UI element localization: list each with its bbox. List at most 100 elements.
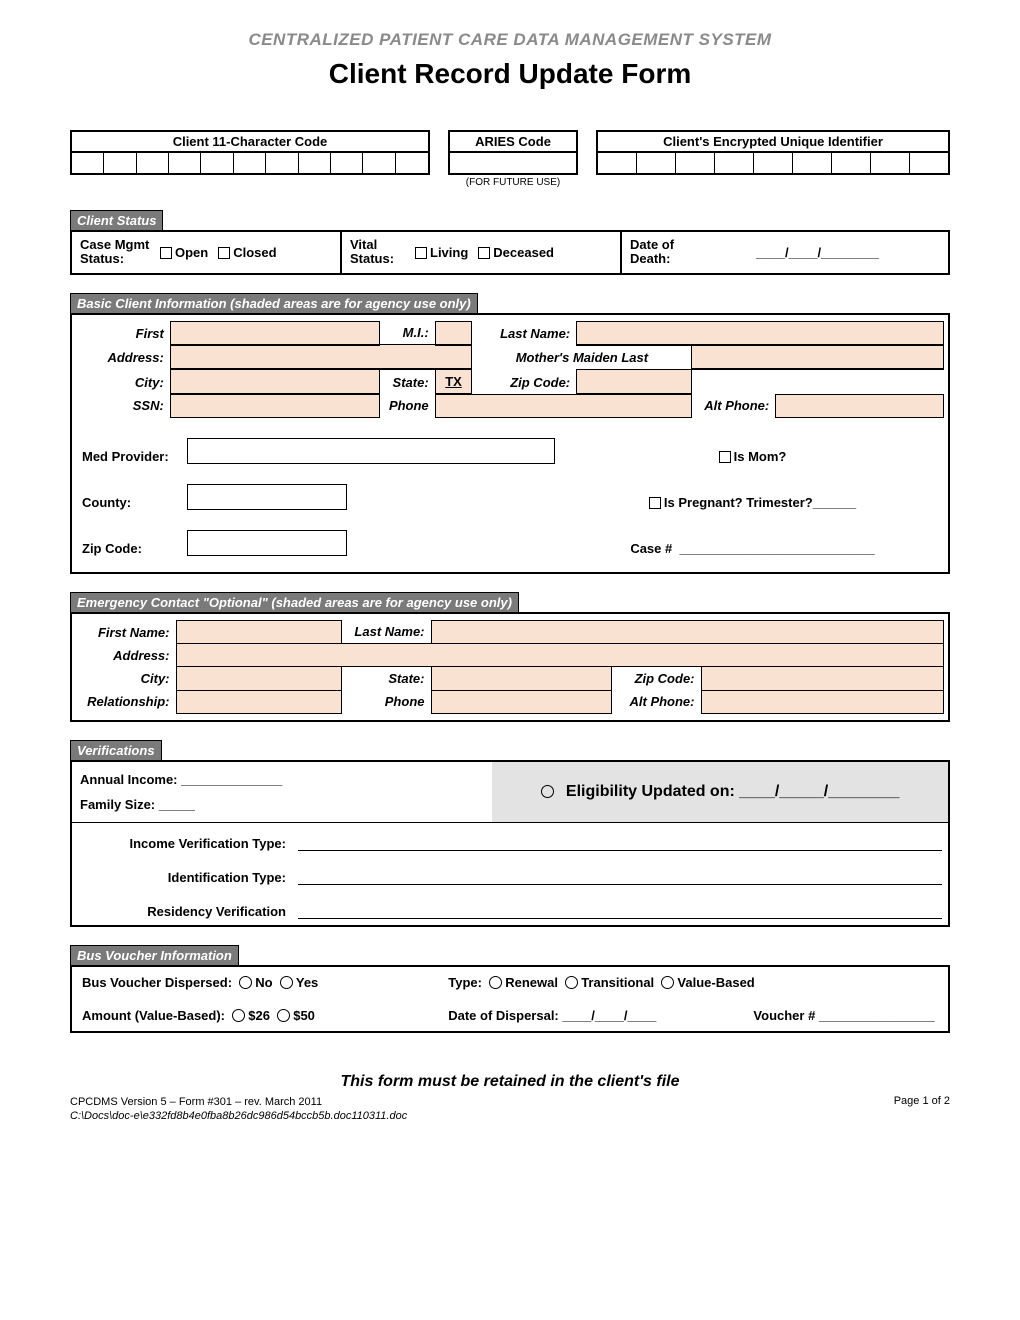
zip-input[interactable] [577, 369, 692, 394]
state-input[interactable]: TX [435, 369, 472, 394]
ismom-checkbox[interactable]: Is Mom? [561, 428, 944, 474]
eui-cell[interactable] [793, 153, 832, 173]
client-status-section: Case Mgmt Status: Open Closed Vital Stat… [70, 230, 950, 275]
id-type-label: Identification Type: [72, 857, 292, 891]
ec-first-label: First Name: [76, 620, 176, 644]
medprovider-input[interactable] [187, 438, 555, 464]
ec-zip-input[interactable] [701, 667, 944, 691]
char-code-cell[interactable] [299, 153, 331, 173]
county-input[interactable] [187, 484, 347, 510]
phone-label: Phone [380, 394, 435, 417]
ec-city-input[interactable] [176, 667, 341, 691]
eui-cell[interactable] [910, 153, 948, 173]
bus-yes-radio[interactable]: Yes [276, 975, 318, 990]
mmn-input[interactable] [692, 345, 944, 370]
residency-input[interactable] [298, 897, 942, 919]
zip2-label: Zip Code: [76, 520, 181, 566]
eui-cell[interactable] [598, 153, 637, 173]
closed-checkbox[interactable]: Closed [218, 245, 276, 260]
dod-field[interactable]: ____/____/________ [756, 245, 879, 260]
aries-cell[interactable] [450, 153, 576, 173]
ec-rel-input[interactable] [176, 690, 341, 713]
vital-label: Vital Status: [350, 238, 405, 267]
eui-cell[interactable] [676, 153, 715, 173]
basic-info-tab: Basic Client Information (shaded areas a… [70, 293, 478, 313]
ec-phone-label: Phone [341, 690, 431, 713]
phone-input[interactable] [435, 394, 692, 417]
eui-cell[interactable] [754, 153, 793, 173]
income-ver-label: Income Verification Type: [72, 822, 292, 857]
annual-income-field[interactable]: Annual Income: ______________ [80, 772, 484, 787]
ec-last-input[interactable] [431, 620, 944, 644]
basic-info-section: First M.I.: Last Name: Address: Mother's… [70, 313, 950, 574]
altphone-input[interactable] [776, 394, 944, 417]
ec-address-input[interactable] [176, 644, 944, 667]
bus-no-radio[interactable]: No [236, 975, 273, 990]
top-codes-row: Client 11-Character Code ARIES Code (FOR… [70, 130, 950, 188]
bus-valuebased-radio[interactable]: Value-Based [658, 975, 755, 990]
eui-cell[interactable] [871, 153, 910, 173]
ec-phone-input[interactable] [431, 690, 611, 713]
income-ver-input[interactable] [298, 829, 942, 851]
ec-last-label: Last Name: [341, 620, 431, 644]
ec-state-label: State: [341, 667, 431, 691]
footer-note: This form must be retained in the client… [70, 1073, 950, 1091]
address-label: Address: [76, 345, 170, 370]
char-code-cell[interactable] [72, 153, 104, 173]
bus-dod-field[interactable]: Date of Dispersal: ____/____/____ [440, 1004, 745, 1027]
bus-transitional-radio[interactable]: Transitional [562, 975, 655, 990]
living-checkbox[interactable]: Living [415, 245, 468, 260]
address-input[interactable] [170, 345, 472, 370]
aries-note: (FOR FUTURE USE) [448, 177, 578, 188]
eui-cell[interactable] [637, 153, 676, 173]
char-code-cell[interactable] [137, 153, 169, 173]
eui-box: Client's Encrypted Unique Identifier [596, 130, 950, 188]
first-input[interactable] [170, 321, 380, 345]
char-code-cell[interactable] [331, 153, 363, 173]
bus-type-label: Type: [448, 975, 482, 990]
footer-path: C:\Docs\doc-e\e332fd8b4e0fba8b26dc986d54… [70, 1109, 407, 1123]
verifications-section: Annual Income: ______________ Family Siz… [70, 760, 950, 927]
char-code-cell[interactable] [266, 153, 298, 173]
bus-dispersed-label: Bus Voucher Dispersed: [82, 975, 232, 990]
char-code-box: Client 11-Character Code [70, 130, 430, 188]
eligibility-box[interactable]: Eligibility Updated on: ____/_____/_____… [492, 762, 948, 822]
char-code-cell[interactable] [234, 153, 266, 173]
verifications-tab: Verifications [70, 740, 162, 760]
ec-first-input[interactable] [176, 620, 341, 644]
bus-50-radio[interactable]: $50 [274, 1008, 315, 1023]
bus-voucher-field[interactable]: Voucher # ________________ [745, 1004, 946, 1027]
zip2-input[interactable] [187, 530, 347, 556]
char-code-cell[interactable] [201, 153, 233, 173]
char-code-cell[interactable] [396, 153, 428, 173]
first-label: First [76, 321, 170, 345]
ec-state-input[interactable] [431, 667, 611, 691]
deceased-checkbox[interactable]: Deceased [478, 245, 554, 260]
emergency-tab: Emergency Contact "Optional" (shaded are… [70, 592, 519, 612]
bus-tab: Bus Voucher Information [70, 945, 239, 965]
family-size-field[interactable]: Family Size: _____ [80, 797, 484, 812]
ec-altphone-label: Alt Phone: [611, 690, 701, 713]
bus-amount-label: Amount (Value-Based): [82, 1008, 225, 1023]
city-input[interactable] [170, 369, 380, 394]
altphone-label: Alt Phone: [692, 394, 776, 417]
ssn-label: SSN: [76, 394, 170, 417]
id-type-input[interactable] [298, 863, 942, 885]
char-code-cell[interactable] [363, 153, 395, 173]
mi-input[interactable] [435, 321, 472, 345]
eui-cell[interactable] [715, 153, 754, 173]
last-input[interactable] [577, 321, 944, 345]
ssn-input[interactable] [170, 394, 380, 417]
bus-26-radio[interactable]: $26 [229, 1008, 270, 1023]
ec-city-label: City: [76, 667, 176, 691]
open-checkbox[interactable]: Open [160, 245, 208, 260]
footer-meta: CPCDMS Version 5 – Form #301 – rev. Marc… [70, 1095, 950, 1124]
caseno-field[interactable]: Case # ___________________________ [561, 520, 944, 566]
bus-renewal-radio[interactable]: Renewal [486, 975, 558, 990]
char-code-cell[interactable] [169, 153, 201, 173]
ec-altphone-input[interactable] [701, 690, 944, 713]
eui-cell[interactable] [832, 153, 871, 173]
state-label: State: [380, 369, 435, 394]
char-code-cell[interactable] [104, 153, 136, 173]
ispreg-checkbox[interactable]: Is Pregnant? Trimester?______ [561, 474, 944, 520]
